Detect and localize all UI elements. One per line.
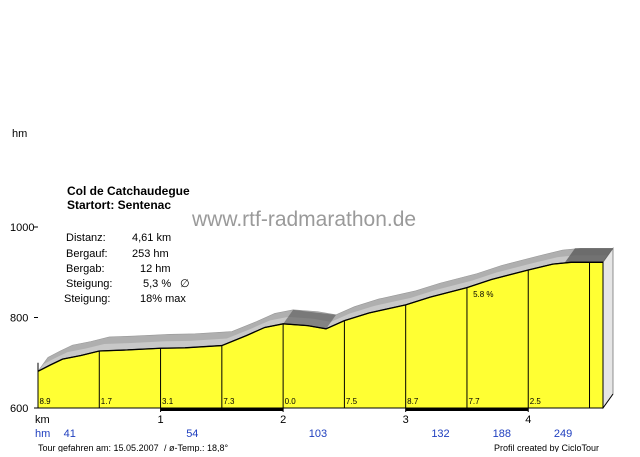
segment-gradient-label: 1.7: [101, 397, 113, 406]
segment-gradient-label: 2.5: [530, 397, 542, 406]
stat-label-distance: Distanz:: [66, 232, 106, 244]
segment-hm-value: 41: [64, 428, 76, 440]
x-tick-label: 4: [525, 414, 531, 426]
stat-value-ascent: 253 hm: [132, 248, 169, 260]
segment-hm-value: 54: [186, 428, 198, 440]
km-bar-1: [160, 408, 284, 411]
stat-value-descent: 12 hm: [140, 263, 171, 275]
segment-gradient-label: 7.3: [223, 397, 235, 406]
segment-hm-value: 132: [431, 428, 449, 440]
segment-hm-value: 103: [309, 428, 327, 440]
stat-value-avg-gradient: 5,3 %: [143, 278, 171, 290]
profile-side-wall: [602, 247, 614, 410]
annotation-layer: 5.8 %: [473, 290, 493, 299]
segment-hm-value: 188: [493, 428, 511, 440]
segment-gradient-label: 7.5: [346, 397, 358, 406]
dip-shading: [283, 309, 337, 329]
segment-gradient-label: 3.1: [162, 397, 174, 406]
stat-value-max-gradient: 18% max: [140, 293, 186, 305]
x-tick-label: 1: [158, 414, 164, 426]
km-bar-3: [405, 408, 529, 411]
profile-line: [37, 261, 603, 372]
stat-label-max-gradient: Steigung:: [64, 293, 110, 305]
segment-gradient-label: 8.9: [40, 397, 52, 406]
hm-row-label: hm: [35, 428, 50, 440]
profile-shadow-dark: [43, 248, 613, 365]
gradient-annotation: 5.8 %: [473, 290, 493, 299]
stats-box: Distanz: 4,61 km Bergauf: 253 hm Bergab:…: [64, 232, 190, 305]
gradient-labels-layer: 8.9 1.7 3.1 7.3 0.0 7.5 8.7 7.7 2.5: [40, 397, 542, 406]
segment-gradient-label: 8.7: [407, 397, 419, 406]
x-tick-label: 2: [280, 414, 286, 426]
y-ticks-layer: 600 800 1000: [10, 222, 39, 415]
profile-title: Col de Catchaudegue: [67, 184, 190, 198]
stat-label-descent: Bergab:: [66, 263, 105, 275]
y-tick-label: 1000: [10, 222, 34, 234]
x-unit-label: km: [35, 414, 50, 426]
peak-shading: [565, 248, 613, 263]
segment-gradient-label: 7.7: [468, 397, 480, 406]
x-tick-label: 3: [403, 414, 409, 426]
start-location: Startort: Sentenac: [67, 198, 171, 212]
tour-temperature: / ø-Temp.: 18,8°: [164, 443, 229, 452]
profile-area-layer: [37, 261, 604, 409]
segment-hm-layer: 41 54 103 132 188 249: [64, 428, 573, 440]
segment-hm-value: 249: [554, 428, 572, 440]
tour-date: Tour gefahren am: 15.05.2007: [38, 443, 159, 452]
y-unit-label: hm: [12, 128, 27, 140]
watermark: www.rtf-radmarathon.de: [191, 208, 416, 231]
y-tick-label: 800: [10, 313, 28, 325]
x-ticks-layer: 1 2 3 4: [38, 393, 614, 426]
y-tick-label: 600: [10, 403, 28, 415]
stat-label-avg-gradient: Steigung:: [66, 278, 112, 290]
average-symbol-icon: ∅: [180, 278, 190, 290]
x-axis-depth: [602, 393, 614, 409]
stat-label-ascent: Bergauf:: [66, 248, 108, 260]
segment-gradient-label: 0.0: [285, 397, 297, 406]
stat-value-distance: 4,61 km: [132, 232, 171, 244]
profile-area: [37, 261, 604, 409]
profile-credit: Profil created by CicloTour: [494, 443, 599, 452]
